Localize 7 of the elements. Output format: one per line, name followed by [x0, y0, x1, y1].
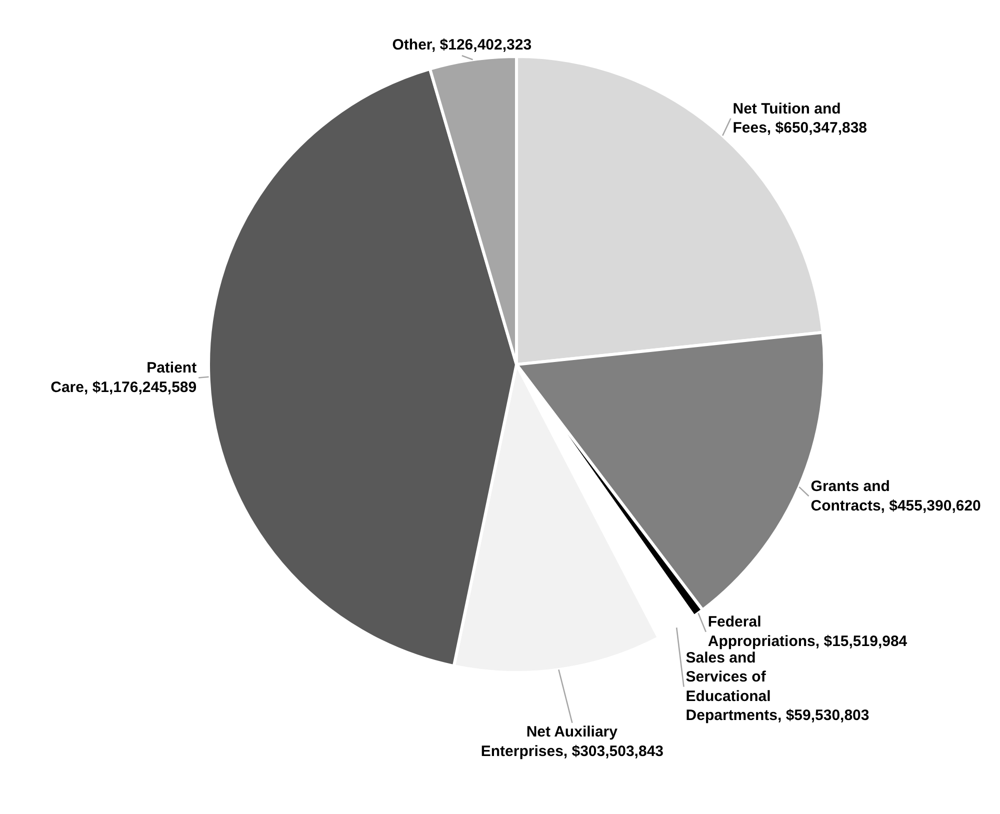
slice-label: Patient Care, $1,176,245,589 [50, 360, 197, 396]
slice-label: Net Tuition and Fees, $650,347,838 [732, 100, 868, 137]
slice-label: Grants and Contracts, $455,390,620 [810, 478, 981, 514]
slice-label: Other, $126,402,323 [392, 36, 532, 54]
slice-label: Net Auxiliary Enterprises, $303,503,843 [480, 724, 664, 760]
slice-label: Sales and Services of Educational Departments, $59,530,803 [686, 649, 870, 724]
slice-label: Federal Appropriations, $15,519,984 [708, 614, 908, 650]
